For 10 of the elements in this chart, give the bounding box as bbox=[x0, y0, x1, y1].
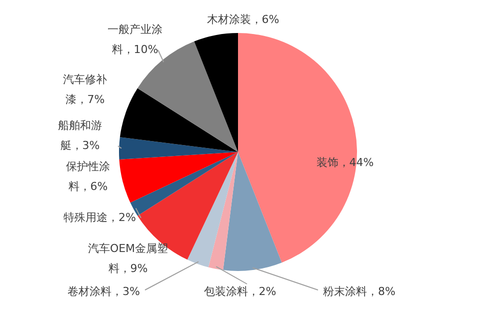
slice-label: 木材涂装，6% bbox=[206, 12, 280, 26]
slice-label: 卷材涂料，3% bbox=[68, 284, 140, 298]
slice-label: 汽车修补漆，7% bbox=[63, 72, 107, 106]
slice-label: 保护性涂料，6% bbox=[66, 160, 110, 193]
slice-label: 船舶和游艇，3% bbox=[58, 118, 102, 152]
slice-label: 特殊用途，2% bbox=[64, 210, 136, 224]
slice-label: 包装涂料，2% bbox=[204, 284, 276, 298]
slice-label: 汽车OEM金属塑料，9% bbox=[88, 242, 168, 275]
slice-label: 粉末涂料，8% bbox=[323, 284, 396, 298]
slice-label: 一般产业涂料，10% bbox=[108, 22, 162, 56]
